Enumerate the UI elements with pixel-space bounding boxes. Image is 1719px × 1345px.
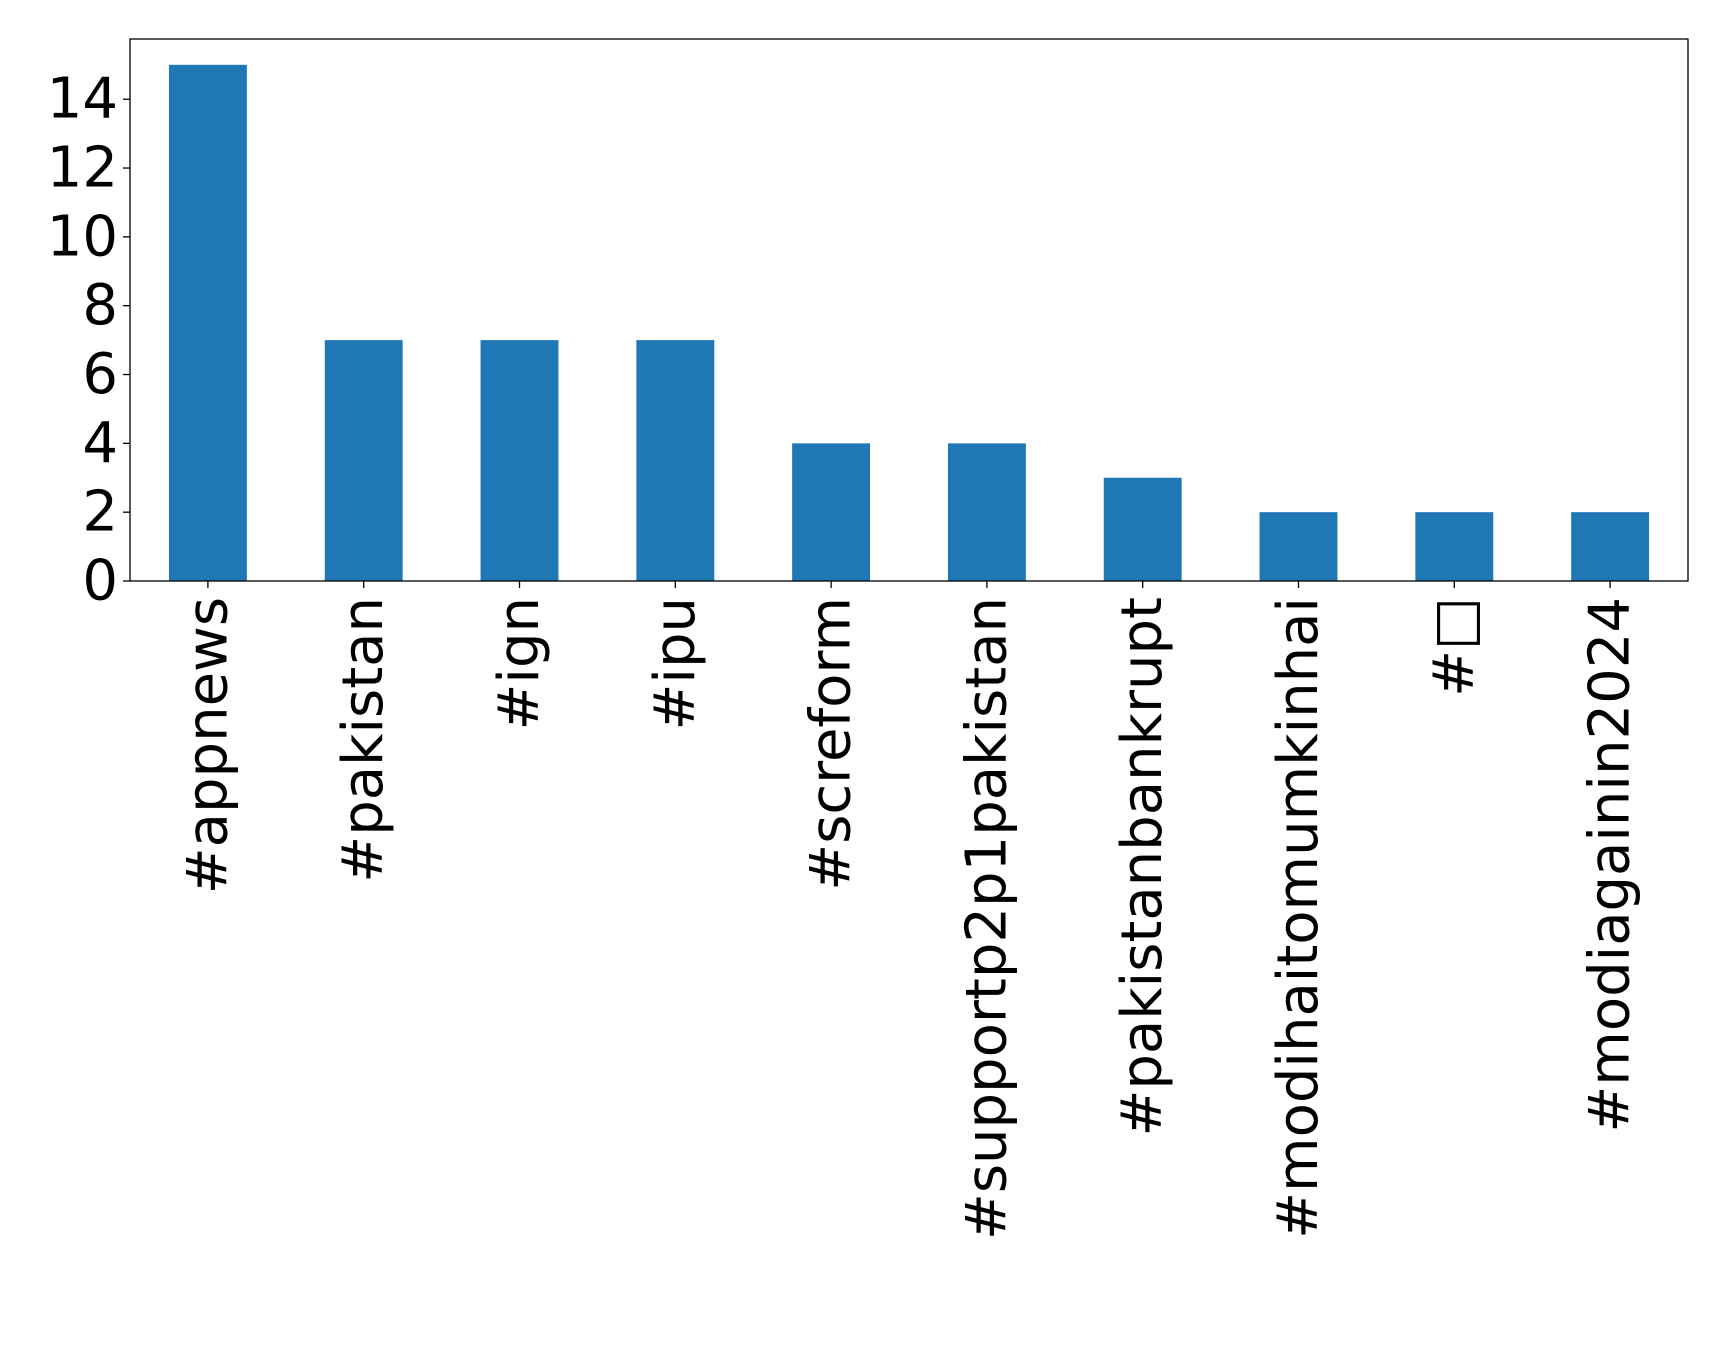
y-tick-label: 12 — [47, 136, 118, 201]
x-axis: #appnews #pakistan #ign #ipu #screform #suppo… — [175, 581, 1643, 1240]
y-tick-label: 2 — [82, 480, 118, 545]
bar — [168, 64, 247, 582]
y-tick-label: 0 — [82, 549, 118, 614]
x-tick-label: #modiagainin2024 — [1578, 597, 1643, 1133]
bar — [947, 443, 1026, 581]
bar — [1103, 477, 1182, 581]
y-tick-label: 10 — [47, 204, 118, 269]
plot-frame — [129, 38, 1689, 582]
x-tick-label: #ign — [487, 597, 552, 731]
x-tick-label: #pakistan — [331, 597, 396, 883]
y-tick-label: 8 — [82, 273, 118, 338]
x-tick-label: #pakistanbankrupt — [1110, 597, 1175, 1137]
bar-series — [168, 64, 1650, 582]
y-tick-label: 14 — [47, 67, 118, 132]
x-tick-label: #modihaitomumkinhai — [1266, 597, 1331, 1239]
bar — [1571, 512, 1650, 581]
bar — [636, 340, 715, 581]
y-tick-label: 4 — [82, 411, 118, 476]
bar — [1415, 512, 1494, 581]
bar — [1259, 512, 1338, 581]
y-tick-label: 6 — [82, 342, 118, 407]
x-tick-label: #□ — [1422, 597, 1487, 697]
x-tick-label: #appnews — [175, 597, 240, 894]
bar — [324, 340, 403, 581]
x-tick-label: #ipu — [643, 597, 708, 731]
bar — [480, 340, 559, 581]
x-tick-label: #supportp2p1pakistan — [954, 597, 1019, 1240]
x-tick-label: #screform — [799, 597, 864, 891]
bar — [792, 443, 871, 581]
